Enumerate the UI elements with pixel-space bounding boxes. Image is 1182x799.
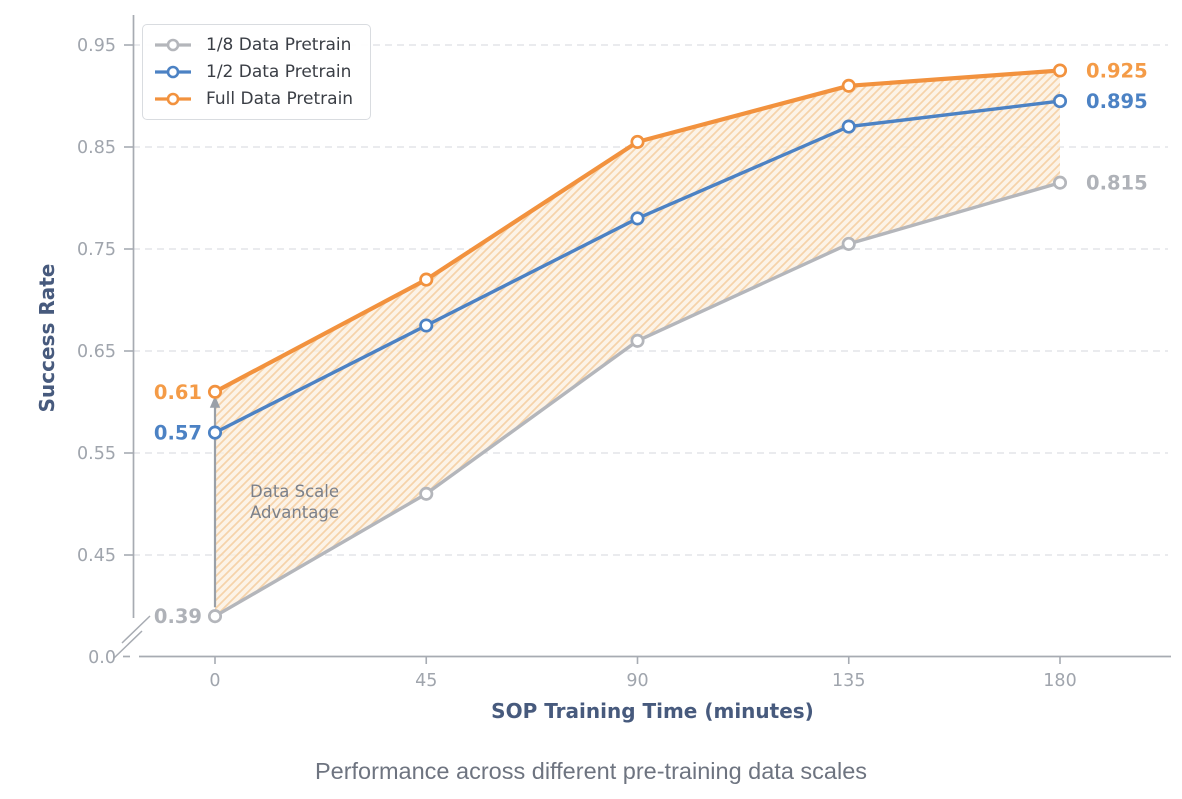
marker-1-8-data-pretrain-x0	[209, 611, 220, 622]
y-tick-label-zero: 0.0	[88, 648, 116, 668]
value-label-last-full-data-pretrain: 0.925	[1086, 60, 1148, 83]
y-tick-label: 0.55	[77, 444, 116, 464]
axis-break-mark	[114, 631, 142, 658]
marker-1-2-data-pretrain-x45	[421, 320, 432, 331]
marker-full-data-pretrain-x90	[632, 136, 643, 147]
y-axis-title: Success Rate	[35, 264, 59, 413]
legend-item-1-8-data-pretrain: 1/8 Data Pretrain	[154, 35, 353, 55]
legend-label: 1/2 Data Pretrain	[206, 62, 351, 82]
legend-item-full-data-pretrain: Full Data Pretrain	[154, 89, 353, 109]
marker-full-data-pretrain-x45	[421, 274, 432, 285]
marker-full-data-pretrain-x180	[1054, 65, 1065, 76]
marker-1-8-data-pretrain-x135	[843, 238, 854, 249]
marker-1-8-data-pretrain-x90	[632, 335, 643, 346]
legend-item-1-2-data-pretrain: 1/2 Data Pretrain	[154, 62, 353, 82]
marker-1-2-data-pretrain-x0	[209, 427, 220, 438]
legend-marker-1-8-data-pretrain	[154, 38, 194, 52]
figure: 0.45 0.55 0.65 0.75 0.85 0.95 0.0 0 45 90 135 180 0…	[0, 0, 1182, 799]
y-tick-label: 0.95	[77, 36, 116, 56]
value-label-first-1-2-data-pretrain: 0.57	[154, 422, 202, 445]
marker-full-data-pretrain-x135	[843, 80, 854, 91]
x-tick-label: 0	[209, 671, 220, 691]
legend-marker-1-2-data-pretrain	[154, 65, 194, 79]
figure-caption: Performance across different pre-trainin…	[0, 758, 1182, 785]
marker-1-8-data-pretrain-x45	[421, 488, 432, 499]
x-tick-label: 135	[832, 671, 865, 691]
marker-1-8-data-pretrain-x180	[1054, 177, 1065, 188]
marker-full-data-pretrain-x0	[209, 386, 220, 397]
y-tick-label: 0.75	[77, 240, 116, 260]
legend: 1/8 Data Pretrain 1/2 Data Pretrain Full D…	[142, 24, 371, 120]
y-tick-label: 0.85	[77, 138, 116, 158]
x-tick-label: 180	[1043, 671, 1076, 691]
marker-1-2-data-pretrain-x180	[1054, 95, 1065, 106]
value-label-first-full-data-pretrain: 0.61	[154, 381, 202, 404]
value-label-last-1-8-data-pretrain: 0.815	[1086, 172, 1148, 195]
x-axis-title: SOP Training Time (minutes)	[133, 699, 1172, 723]
annotation-data-scale-advantage: Data Scale Advantage	[250, 481, 339, 523]
marker-1-2-data-pretrain-x135	[843, 121, 854, 132]
y-tick-label: 0.65	[77, 342, 116, 362]
legend-label: Full Data Pretrain	[206, 89, 353, 109]
legend-marker-full-data-pretrain	[154, 92, 194, 106]
value-label-first-1-8-data-pretrain: 0.39	[154, 605, 202, 628]
x-tick-label: 45	[415, 671, 437, 691]
x-tick-label: 90	[626, 671, 648, 691]
value-label-last-1-2-data-pretrain: 0.895	[1086, 90, 1148, 113]
axis-break-mark	[122, 616, 150, 643]
legend-label: 1/8 Data Pretrain	[206, 35, 351, 55]
y-tick-label: 0.45	[77, 546, 116, 566]
marker-1-2-data-pretrain-x90	[632, 213, 643, 224]
